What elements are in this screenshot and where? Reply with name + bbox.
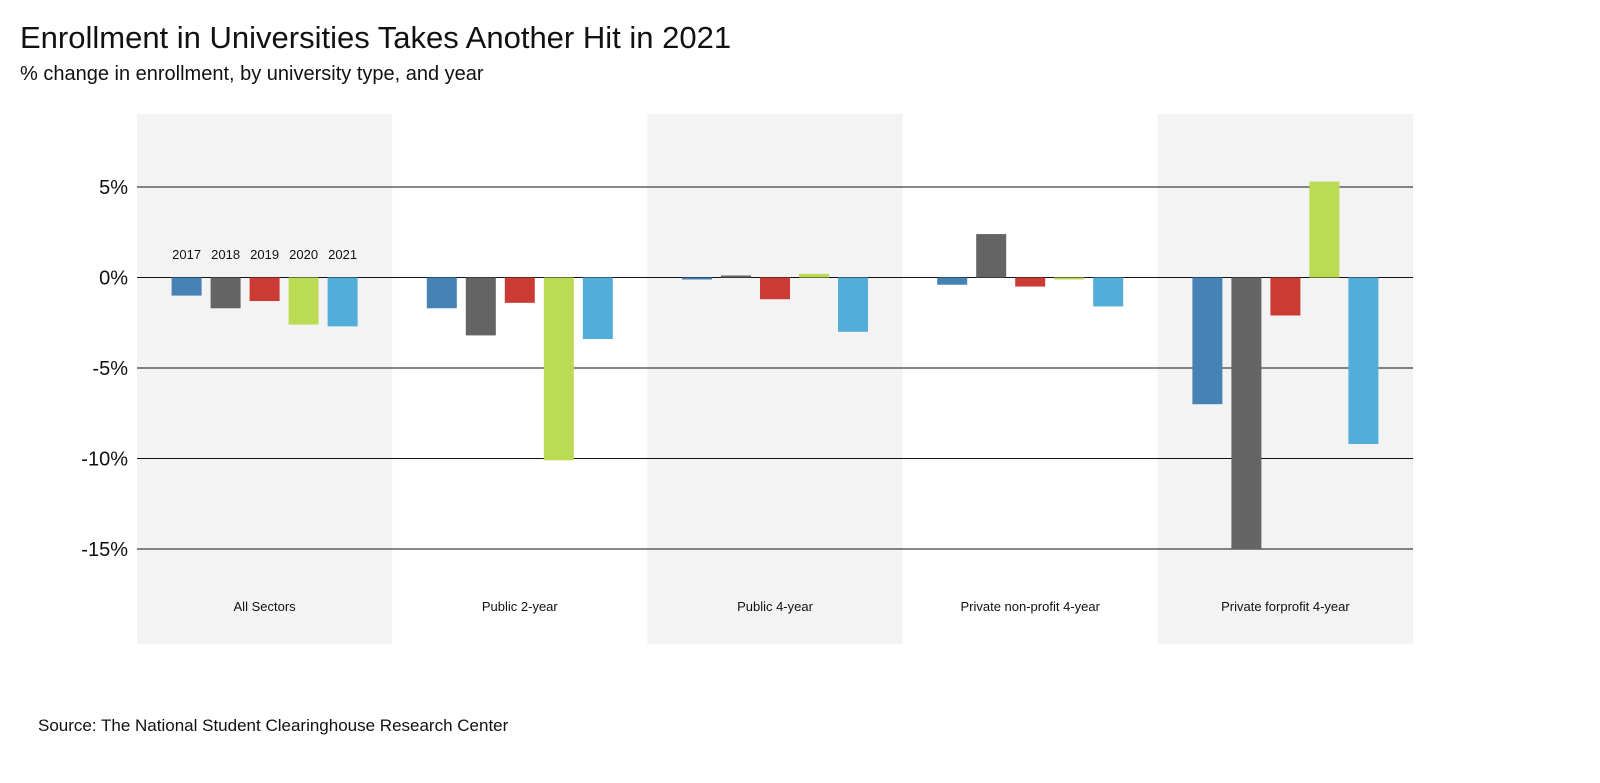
bar-2018: [465, 277, 496, 336]
bar-2019: [504, 277, 535, 303]
y-tick-label: 0%: [99, 268, 128, 290]
category-label: All Sectors: [234, 599, 297, 614]
bar-2020: [1054, 277, 1085, 280]
year-label: 2019: [250, 247, 279, 262]
bar-2019: [760, 277, 790, 300]
year-label: 2020: [289, 247, 318, 262]
y-axis-labels: 5% 0% -5% -10% -15%: [81, 177, 128, 561]
year-label: 2017: [172, 247, 201, 262]
category-label: Private non-profit 4-year: [960, 599, 1100, 614]
bar-2021: [327, 277, 358, 327]
bar-2020: [288, 277, 319, 325]
bar-2021: [582, 277, 613, 340]
bar-2017: [426, 277, 457, 309]
y-tick-label: -15%: [81, 539, 128, 561]
bar-2017: [937, 277, 968, 285]
chart-title: Enrollment in Universities Takes Another…: [20, 20, 732, 55]
category-labels: All Sectors Public 2-year Public 4-year Pri…: [234, 599, 1351, 614]
chart-subtitle: % change in enrollment, by university ty…: [20, 63, 484, 85]
bar-2020: [1309, 181, 1340, 278]
bar-2019: [249, 277, 280, 302]
bar-2021: [838, 277, 868, 332]
bar-2018: [210, 277, 241, 309]
source-note: Source: The National Student Clearinghou…: [38, 716, 509, 735]
category-label: Private forprofit 4-year: [1221, 599, 1350, 614]
bar-2017: [1192, 277, 1223, 405]
category-label: Public 4-year: [737, 599, 814, 614]
category-band: [647, 114, 903, 644]
bar-2017: [171, 277, 202, 296]
bar-2019: [1270, 277, 1301, 316]
bar-2017: [682, 277, 712, 280]
y-tick-label: -5%: [92, 358, 128, 380]
year-label: 2018: [211, 247, 240, 262]
bar-2020: [543, 277, 574, 461]
category-label: Public 2-year: [482, 599, 559, 614]
category-band: [137, 114, 393, 644]
y-tick-label: 5%: [99, 177, 128, 199]
y-tick-label: -10%: [81, 449, 128, 471]
bar-2018: [721, 275, 751, 278]
bar-2021: [1093, 277, 1124, 307]
bar-2018: [976, 234, 1007, 278]
bars: [171, 181, 1379, 549]
bar-2018: [1231, 277, 1262, 549]
year-labels: 2017 2018 2019 2020 2021: [172, 247, 357, 262]
year-label: 2021: [328, 247, 357, 262]
bar-2021: [1348, 277, 1379, 445]
bar-2019: [1015, 277, 1046, 287]
bar-2020: [799, 273, 829, 278]
